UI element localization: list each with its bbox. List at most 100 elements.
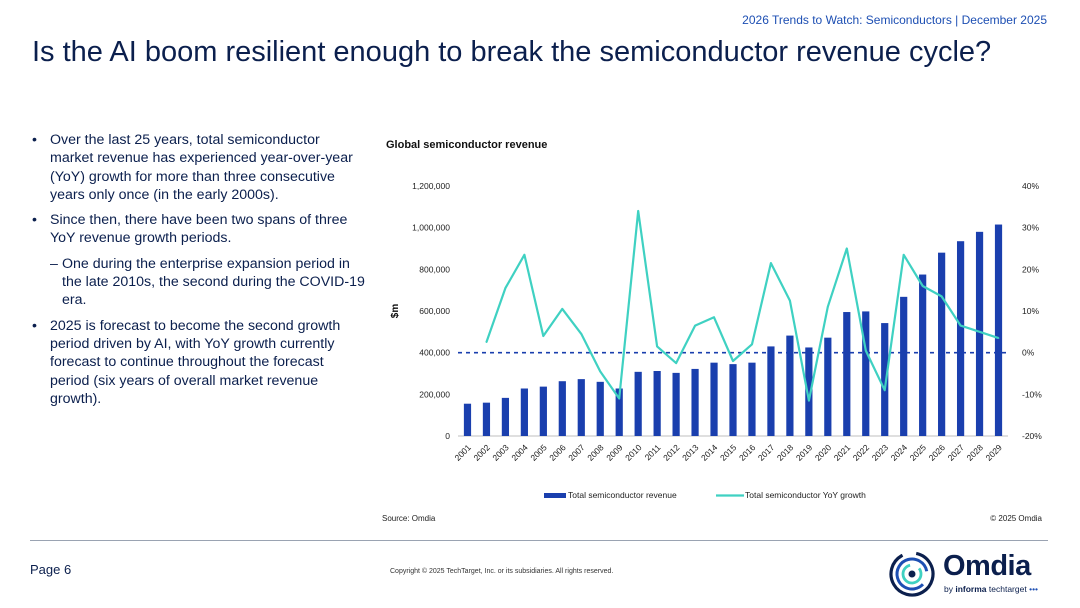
x-tick-label: 2005 bbox=[528, 442, 549, 463]
y-tick-label: 600,000 bbox=[419, 306, 450, 316]
yoy-growth-point bbox=[599, 370, 602, 373]
yoy-growth-point bbox=[940, 295, 943, 298]
bullet-list: • Over the last 25 years, total semicond… bbox=[30, 131, 365, 415]
x-tick-label: 2026 bbox=[927, 442, 948, 463]
x-tick-label: 2019 bbox=[794, 442, 815, 463]
y-tick-label: 800,000 bbox=[419, 264, 450, 274]
revenue-bar bbox=[596, 381, 604, 436]
y2-tick-label: 40% bbox=[1022, 181, 1039, 191]
yoy-growth-point bbox=[504, 287, 507, 289]
revenue-bar bbox=[634, 371, 642, 436]
legend-label-growth: Total semiconductor YoY growth bbox=[745, 490, 866, 500]
revenue-bar bbox=[862, 311, 870, 436]
revenue-bar bbox=[843, 312, 851, 436]
y-tick-label: 400,000 bbox=[419, 348, 450, 358]
omdia-logo-icon bbox=[889, 551, 935, 597]
yoy-growth-point bbox=[827, 306, 829, 308]
sub-bullet-glyph: – bbox=[50, 255, 58, 272]
x-tick-label: 2004 bbox=[509, 442, 530, 463]
yoy-growth-point bbox=[902, 253, 905, 256]
report-header-tag: 2026 Trends to Watch: Semiconductors | D… bbox=[742, 13, 1047, 27]
y2-tick-label: -10% bbox=[1022, 389, 1042, 399]
chart-copyright: © 2025 Omdia bbox=[990, 514, 1042, 523]
yoy-growth-point bbox=[770, 262, 772, 264]
revenue-bar bbox=[672, 372, 680, 436]
bullet-glyph: • bbox=[32, 212, 37, 229]
bullet-item: • Since then, there have been two spans … bbox=[30, 211, 365, 248]
y2-tick-label: 30% bbox=[1022, 223, 1039, 233]
yoy-growth-point bbox=[864, 349, 867, 352]
x-tick-label: 2014 bbox=[699, 442, 720, 463]
omdia-logo-tagline: by informa techtarget ••• bbox=[944, 584, 1039, 594]
x-tick-label: 2015 bbox=[718, 442, 739, 463]
yoy-growth-point bbox=[675, 362, 677, 364]
y-axis-label: $m bbox=[390, 304, 401, 319]
revenue-bar bbox=[463, 403, 472, 436]
y-tick-label: 1,000,000 bbox=[412, 223, 450, 233]
revenue-bar bbox=[501, 397, 510, 436]
revenue-bar bbox=[786, 335, 794, 436]
revenue-bar bbox=[767, 346, 775, 436]
revenue-bar bbox=[691, 368, 699, 436]
yoy-growth-point bbox=[618, 397, 621, 400]
yoy-growth-point bbox=[542, 335, 545, 337]
revenue-bar bbox=[994, 224, 1003, 436]
revenue-bar bbox=[539, 386, 547, 436]
x-tick-label: 2023 bbox=[870, 442, 891, 463]
x-tick-label: 2007 bbox=[566, 442, 587, 463]
bullet-text: Since then, there have been two spans of… bbox=[50, 212, 348, 247]
yoy-growth-point bbox=[637, 210, 639, 212]
revenue-bar bbox=[881, 323, 889, 436]
chart-title: Global semiconductor revenue bbox=[386, 139, 548, 151]
yoy-growth-point bbox=[523, 253, 526, 256]
revenue-bar bbox=[615, 388, 623, 436]
x-tick-label: 2006 bbox=[547, 442, 568, 463]
y-tick-label: 0 bbox=[445, 431, 450, 441]
y-tick-label: 1,200,000 bbox=[412, 181, 450, 191]
revenue-bar bbox=[748, 362, 756, 436]
bullet-text: 2025 is forecast to become the second gr… bbox=[50, 317, 341, 407]
sub-bullet-text: One during the enterprise expansion peri… bbox=[62, 255, 365, 309]
footer-divider bbox=[30, 540, 1048, 541]
y2-tick-label: -20% bbox=[1022, 431, 1042, 441]
revenue-bar bbox=[919, 274, 927, 436]
y2-tick-label: 0% bbox=[1022, 348, 1035, 358]
x-tick-label: 2010 bbox=[623, 442, 644, 463]
yoy-growth-point bbox=[656, 345, 658, 348]
x-tick-label: 2025 bbox=[908, 442, 929, 463]
x-tick-label: 2003 bbox=[490, 442, 511, 463]
x-tick-label: 2022 bbox=[851, 442, 872, 463]
revenue-bar bbox=[824, 337, 832, 436]
bullet-glyph: • bbox=[32, 132, 37, 148]
x-tick-label: 2002 bbox=[471, 442, 492, 463]
revenue-bar bbox=[729, 364, 737, 436]
x-tick-label: 2016 bbox=[737, 442, 758, 463]
y-tick-label: 200,000 bbox=[419, 389, 450, 399]
y2-tick-label: 20% bbox=[1022, 264, 1039, 274]
revenue-bar bbox=[520, 388, 528, 436]
chart-source: Source: Omdia bbox=[382, 514, 436, 523]
yoy-growth-point bbox=[713, 316, 715, 319]
y2-tick-label: 10% bbox=[1022, 306, 1039, 316]
revenue-bar bbox=[900, 296, 908, 436]
x-tick-label: 2017 bbox=[756, 442, 777, 463]
x-tick-label: 2020 bbox=[813, 442, 834, 463]
yoy-growth-point bbox=[808, 399, 810, 402]
slide-title: Is the AI boom resilient enough to break… bbox=[32, 36, 992, 68]
bullet-item: • 2025 is forecast to become the second … bbox=[30, 317, 365, 408]
x-tick-label: 2008 bbox=[585, 442, 606, 463]
yoy-growth-point bbox=[561, 308, 564, 310]
yoy-growth-point bbox=[751, 343, 753, 346]
yoy-growth-point bbox=[789, 299, 791, 302]
legend-label-revenue: Total semiconductor revenue bbox=[568, 490, 677, 500]
bullet-item: • Over the last 25 years, total semicond… bbox=[30, 131, 365, 204]
x-tick-label: 2021 bbox=[832, 442, 853, 463]
x-tick-label: 2013 bbox=[680, 442, 701, 463]
revenue-bar bbox=[710, 362, 718, 436]
yoy-growth-point bbox=[732, 360, 734, 362]
legend-swatch-revenue bbox=[544, 493, 566, 498]
revenue-bar bbox=[653, 371, 661, 436]
yoy-growth-point bbox=[580, 333, 583, 335]
x-tick-label: 2028 bbox=[965, 442, 986, 463]
yoy-growth-point bbox=[978, 331, 981, 333]
